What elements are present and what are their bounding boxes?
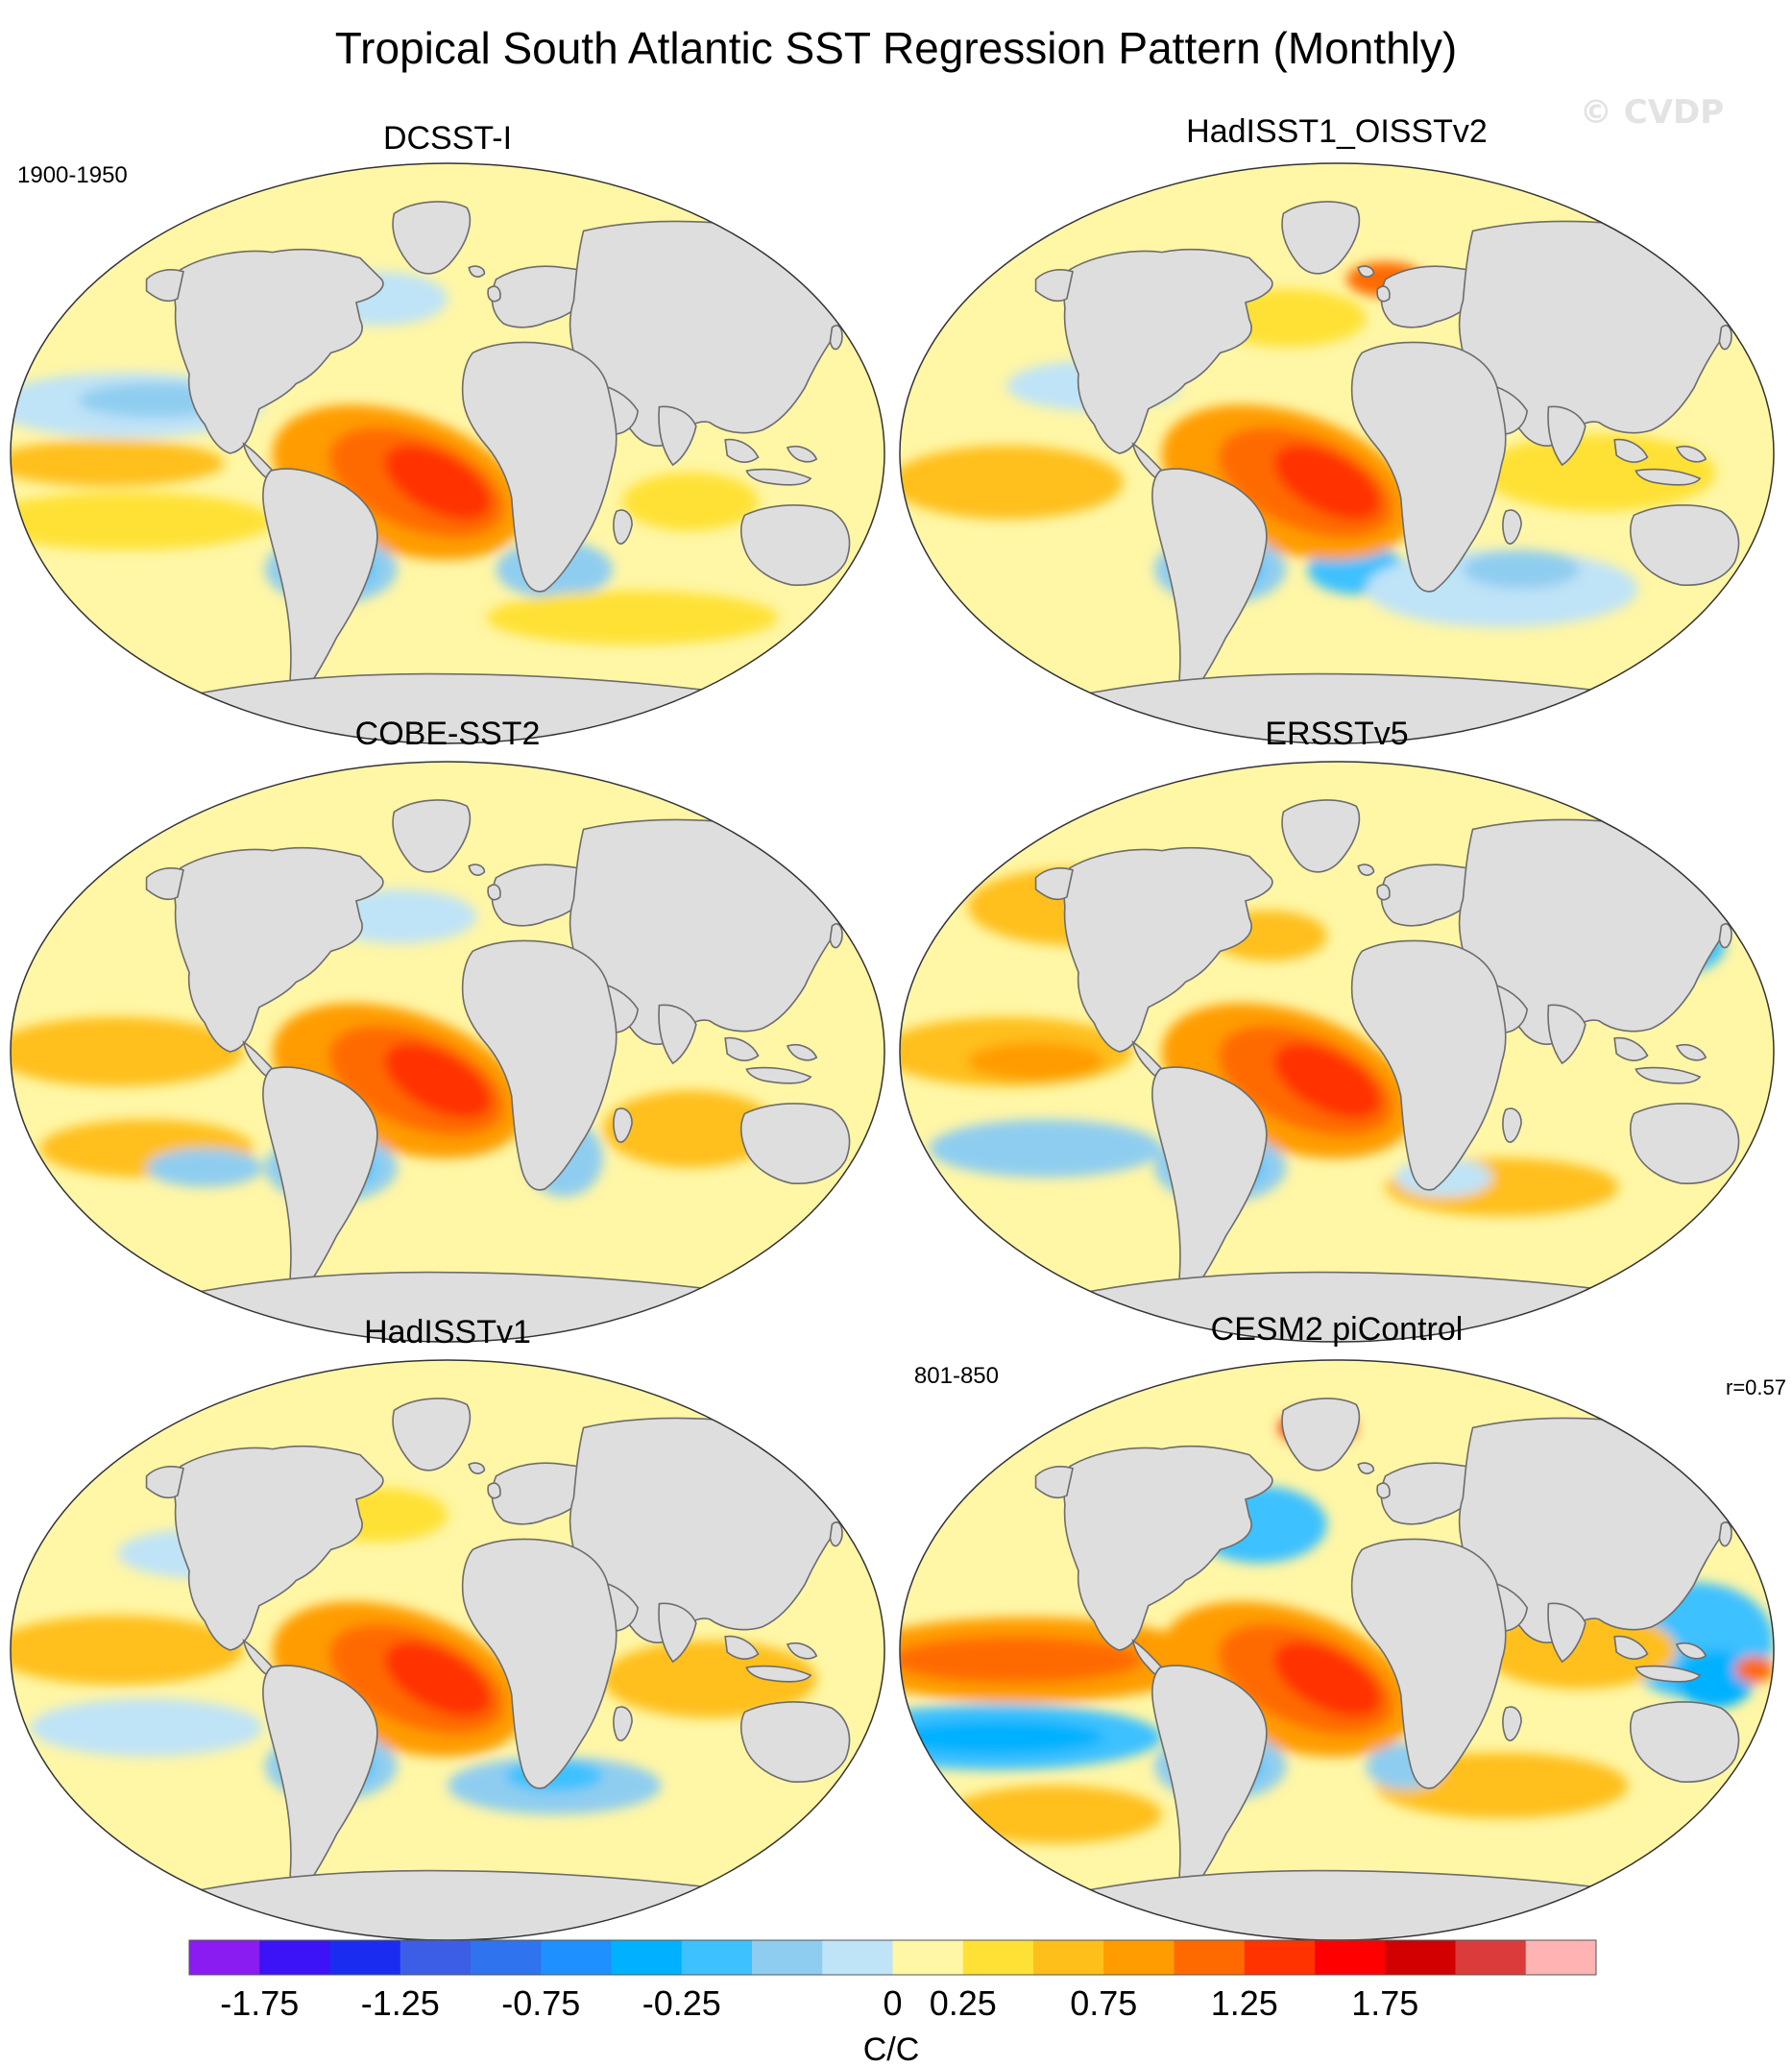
colorbar-swatch: [329, 1940, 401, 1975]
map-panel: HadISST1_OISSTv2: [899, 113, 1775, 744]
colorbar-swatch: [962, 1940, 1034, 1975]
colorbar-swatch: [471, 1940, 542, 1975]
pattern-correlation: r=0.57: [1726, 1375, 1786, 1399]
map-panel: CESM2 piControl 801-850 r=0.57: [899, 1311, 1786, 1941]
map-panel: COBE-SST2: [10, 716, 885, 1343]
map-panel: ERSSTv5: [899, 716, 1775, 1343]
colorbar-swatch: [822, 1940, 893, 1975]
colorbar-swatch: [259, 1940, 330, 1975]
map-outline: [899, 761, 1775, 1343]
colorbar-swatch: [1244, 1940, 1316, 1975]
colorbar-tick-label: 0: [883, 1983, 902, 2023]
colorbar-tick-label: 0.25: [930, 1983, 997, 2023]
map-outline: [899, 162, 1775, 744]
colorbar-unit-label: C/C: [863, 2031, 920, 2067]
colorbar-swatch: [1103, 1940, 1174, 1975]
panel-title: COBE-SST2: [355, 716, 541, 752]
figure-title: Tropical South Atlantic SST Regression P…: [335, 23, 1457, 73]
map-panels: DCSST-I 1900-1950 HadISST1_OISSTv2 COBE-SST…: [10, 113, 1786, 1941]
colorbar-swatch: [681, 1940, 753, 1975]
cvdp-watermark: © CVDP: [1580, 93, 1724, 132]
colorbar-tick-label: 1.75: [1351, 1983, 1418, 2023]
panel-title: HadISSTv1: [364, 1314, 531, 1350]
panel-period: 801-850: [914, 1363, 999, 1389]
panel-title: DCSST-I: [383, 120, 512, 157]
map-panel: DCSST-I 1900-1950: [10, 120, 885, 744]
colorbar-tick-label: -0.25: [642, 1983, 721, 2023]
panel-period: 1900-1950: [17, 162, 128, 188]
colorbar: -1.75 -1.25 -0.75 -0.25 0 0.25 0.75 1.25 1.75: [188, 1939, 1597, 2023]
colorbar-swatch: [1315, 1940, 1386, 1975]
colorbar-tick-label: -1.75: [220, 1983, 299, 2023]
colorbar-swatch: [1033, 1940, 1104, 1975]
colorbar-swatch: [752, 1940, 823, 1975]
colorbar-tick-label: 1.25: [1211, 1983, 1278, 2023]
panel-title: CESM2 piControl: [1211, 1311, 1464, 1348]
colorbar-swatch: [400, 1940, 472, 1975]
colorbar-swatch: [1525, 1940, 1597, 1975]
colorbar-swatch: [1455, 1940, 1527, 1975]
map-panel: HadISSTv1: [10, 1314, 885, 1941]
colorbar-tick-label: -1.25: [361, 1983, 440, 2023]
colorbar-swatch: [892, 1940, 964, 1975]
colorbar-tick-label: -0.75: [501, 1983, 580, 2023]
colorbar-swatch: [189, 1940, 260, 1975]
colorbar-swatch: [1385, 1940, 1456, 1975]
colorbar-swatch: [541, 1940, 612, 1975]
panel-title: ERSSTv5: [1265, 716, 1408, 752]
colorbar-swatch: [611, 1940, 683, 1975]
colorbar-frame: [188, 1939, 1597, 1976]
panel-title: HadISST1_OISSTv2: [1186, 113, 1488, 150]
map-outline: [10, 761, 885, 1343]
colorbar-swatch: [1174, 1940, 1246, 1975]
map-outline: [10, 162, 885, 744]
colorbar-tick-label: 0.75: [1070, 1983, 1137, 2023]
